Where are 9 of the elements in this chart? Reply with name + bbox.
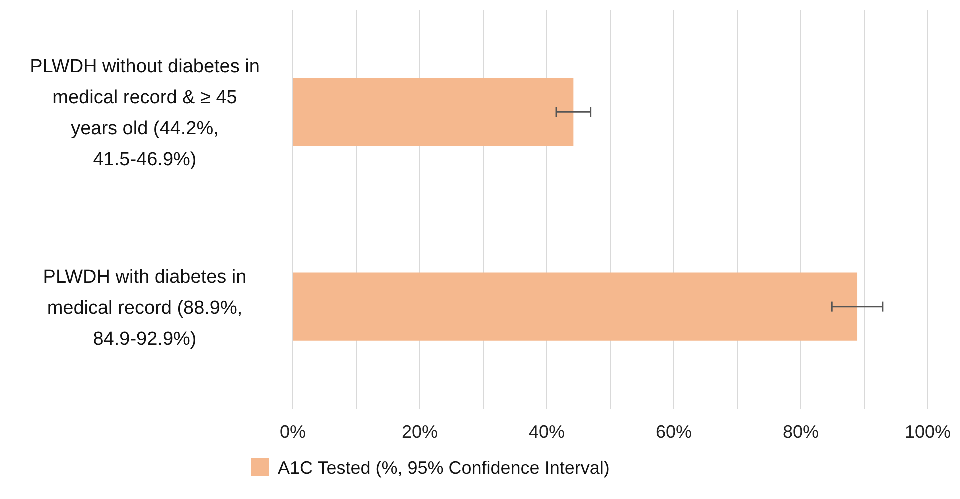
x-tick-label: 0% [280, 422, 306, 442]
x-tick-label: 20% [402, 422, 438, 442]
y-tick-label: PLWDH with diabetes in medical record (88.9%, 84.9-92.9%) [43, 266, 247, 350]
x-tick-label: 100% [904, 422, 952, 442]
x-tick-label: 40% [528, 422, 566, 442]
legend-label: A1C Tested (%, 95% Confidence Interval) [278, 458, 610, 478]
x-tick-label: 60% [656, 422, 692, 442]
y-tick-label: PLWDH without diabetes in medical record & ≥ 45 years old (44.2%, 41.5-46.9%) [30, 56, 260, 171]
x-tick-label: 80% [782, 422, 820, 442]
